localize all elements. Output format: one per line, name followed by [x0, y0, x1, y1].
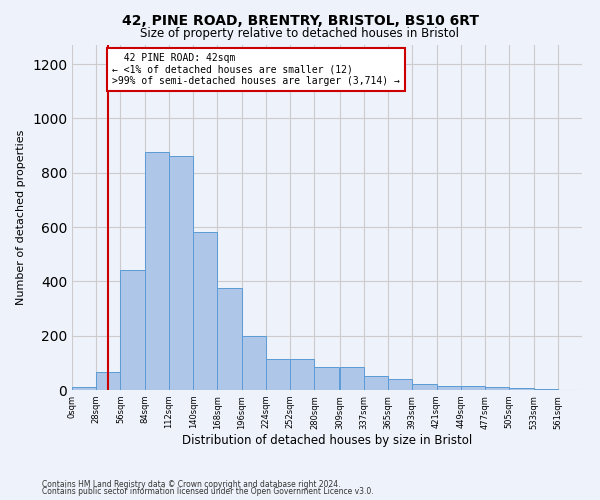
- Bar: [485, 388, 509, 390]
- Bar: [364, 376, 388, 390]
- Text: Contains HM Land Registry data © Crown copyright and database right 2024.: Contains HM Land Registry data © Crown c…: [42, 480, 341, 489]
- Bar: [217, 288, 242, 390]
- Bar: [266, 359, 290, 390]
- Text: 42 PINE ROAD: 42sqm
← <1% of detached houses are smaller (12)
>99% of semi-detac: 42 PINE ROAD: 42sqm ← <1% of detached ho…: [112, 53, 400, 86]
- Bar: [145, 152, 169, 390]
- Bar: [72, 386, 96, 390]
- Bar: [533, 388, 558, 390]
- Bar: [169, 156, 193, 390]
- X-axis label: Distribution of detached houses by size in Bristol: Distribution of detached houses by size …: [182, 434, 472, 448]
- Y-axis label: Number of detached properties: Number of detached properties: [16, 130, 26, 305]
- Bar: [242, 336, 266, 390]
- Bar: [290, 359, 314, 390]
- Bar: [412, 384, 437, 390]
- Text: 42, PINE ROAD, BRENTRY, BRISTOL, BS10 6RT: 42, PINE ROAD, BRENTRY, BRISTOL, BS10 6R…: [121, 14, 479, 28]
- Bar: [96, 372, 121, 390]
- Bar: [121, 270, 145, 390]
- Bar: [388, 379, 412, 390]
- Text: Contains public sector information licensed under the Open Government Licence v3: Contains public sector information licen…: [42, 487, 374, 496]
- Bar: [193, 232, 217, 390]
- Bar: [437, 386, 461, 390]
- Bar: [314, 367, 338, 390]
- Bar: [340, 367, 364, 390]
- Text: Size of property relative to detached houses in Bristol: Size of property relative to detached ho…: [140, 28, 460, 40]
- Bar: [509, 388, 533, 390]
- Bar: [461, 386, 485, 390]
